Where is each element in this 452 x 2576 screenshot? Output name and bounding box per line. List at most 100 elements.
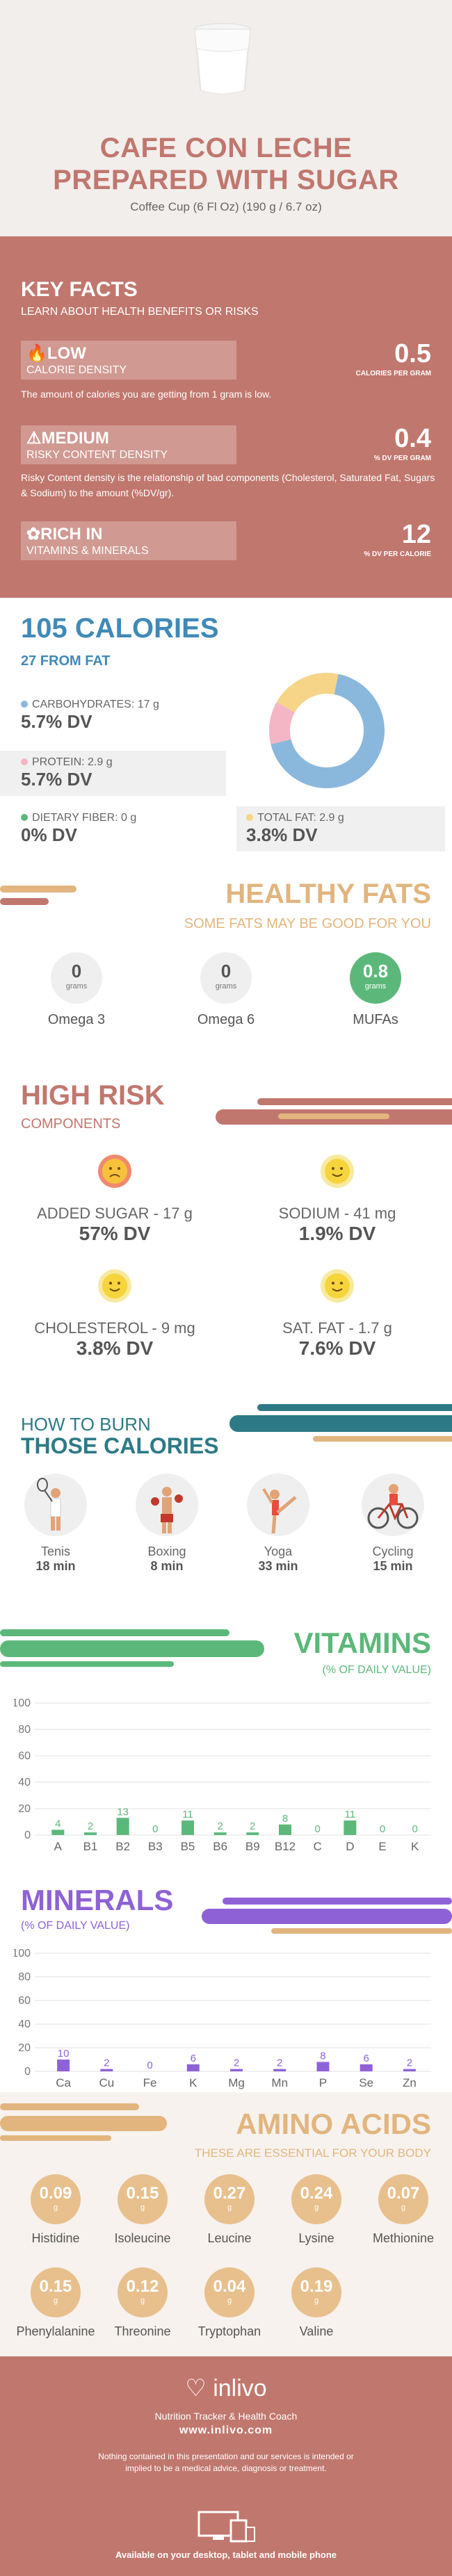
- rich-in-unit: % DV PER CALORIE: [364, 551, 431, 558]
- sat-fat-dv: 7.6% DV: [298, 1337, 376, 1359]
- x-tick-label-P: P: [319, 2076, 327, 2089]
- bar-value-C: 0: [314, 1823, 320, 1835]
- amino-value: 0.04: [213, 2277, 246, 2296]
- title-line-2: PREPARED WITH SUGAR: [53, 165, 399, 195]
- vitamins-bar-chart: 0 20 40 60 80 100 4 A 2 B1 13 B2 0 B3 11 B5 2 B6 2 B9 8 B12 0 C…: [14, 1697, 431, 1853]
- amino-value: 0.15: [126, 2184, 159, 2203]
- fat-dv: 3.8% DV: [246, 824, 318, 845]
- cycling-name: Cycling: [372, 1544, 414, 1558]
- heart-icon: ♡: [185, 2375, 213, 2402]
- title-line-1: CAFE CON LECHE: [99, 133, 353, 163]
- milk-glass-icon: [194, 23, 251, 95]
- bar-value-Fe: 0: [147, 2060, 152, 2071]
- fat-dot: [246, 814, 253, 821]
- x-tick-label-B2: B2: [115, 1840, 130, 1853]
- amino-circle: 0.09 g: [31, 2174, 81, 2224]
- vitamins-section: VITAMINS (% OF DAILY VALUE) 0 20 40 60 80 100…: [0, 1627, 452, 1863]
- amino-circle: 0.04 g: [204, 2267, 255, 2317]
- bar-A: [51, 1829, 65, 1835]
- x-tick-label-B3: B3: [148, 1840, 163, 1853]
- decorative-stripes-purple: [202, 1898, 452, 1934]
- sad-face-icon: [98, 1155, 131, 1188]
- happy-face-icon: [98, 1269, 131, 1303]
- healthy-fats-title: HEALTHY FATS: [225, 879, 431, 909]
- bar-value-Mn: 2: [277, 2057, 282, 2069]
- fat-nutrient: TOTAL FAT: 2.9 g 3.8% DV: [236, 806, 445, 851]
- fat-label: TOTAL FAT: 2.9 g: [257, 812, 344, 824]
- footer-url-link[interactable]: www.inlivo.com: [179, 2424, 273, 2436]
- amino-tryptophan: 0.04 g Tryptophan: [184, 2267, 275, 2339]
- amino-value: 0.07: [387, 2184, 420, 2203]
- x-tick-label-Cu: Cu: [99, 2076, 114, 2089]
- donut-slice-carbs: [271, 674, 385, 788]
- y-tick-label: 40: [18, 1777, 31, 1788]
- y-tick-label: 20: [18, 2042, 31, 2054]
- risk-cholesterol: CHOLESTEROL - 9 mg 3.8% DV: [10, 1269, 219, 1360]
- amino-name: Tryptophan: [197, 2324, 261, 2338]
- header-section: CAFE CON LECHE PREPARED WITH SUGAR Coffe…: [0, 0, 452, 236]
- bar-Ca: [57, 2060, 70, 2071]
- bar-value-P: 8: [320, 2050, 325, 2062]
- amino-lysine: 0.24 g Lysine: [271, 2174, 362, 2246]
- minerals-bar-chart: 0 20 40 60 80 100 10 Ca 2 Cu 0 Fe 6 K 2 Mg 2 Mn 8 P 6 Se 2 Zn: [14, 1948, 431, 2089]
- bar-Cu: [100, 2069, 113, 2071]
- amino-unit: g: [314, 2297, 319, 2305]
- donut-slice-fat: [276, 673, 339, 713]
- amino-unit: g: [140, 2297, 145, 2305]
- leaf-icon: ✿: [26, 525, 41, 544]
- rich-in-box: ✿RICH IN VITAMINS & MINERALS: [21, 521, 236, 560]
- footer-tagline: Nutrition Tracker & Health Coach: [154, 2411, 298, 2422]
- key-facts-section: KEY FACTS LEARN ABOUT HEALTH BENEFITS OR…: [0, 236, 452, 598]
- bar-value-B9: 2: [250, 1820, 255, 1832]
- omega3-name: Omega 3: [47, 1012, 106, 1027]
- bar-P: [316, 2062, 330, 2071]
- amino-value: 0.12: [126, 2277, 159, 2296]
- amino-value: 0.24: [300, 2184, 333, 2203]
- amino-value: 0.27: [213, 2184, 246, 2203]
- burn-title-1: HOW TO BURN: [21, 1414, 151, 1435]
- omega6-value: 0: [220, 961, 232, 981]
- risky-density-desc: Risky Content density is the relationshi…: [21, 472, 435, 498]
- omega3-unit: grams: [65, 982, 88, 991]
- amino-leucine: 0.27 g Leucine: [184, 2174, 275, 2246]
- x-tick-label-B12: B12: [275, 1840, 296, 1853]
- calories-from-fat: 27 FROM FAT: [21, 653, 111, 669]
- amino-circle: 0.24 g: [291, 2174, 341, 2224]
- boxing-minutes: 8 min: [150, 1559, 184, 1573]
- bar-Se: [360, 2064, 373, 2071]
- risk-sodium: SODIUM - 41 mg 1.9% DV: [233, 1154, 442, 1245]
- amino-circle: 0.19 g: [291, 2267, 341, 2317]
- added-sugar-label: ADDED SUGAR - 17 g: [37, 1205, 193, 1222]
- x-tick-label-Fe: Fe: [143, 2076, 157, 2089]
- omega3-circle: 0 grams: [51, 952, 102, 1004]
- amino-value: 0.19: [300, 2277, 333, 2296]
- calorie-density-desc: The amount of calories you are getting f…: [21, 389, 272, 400]
- high-risk-subtitle: COMPONENTS: [21, 1116, 121, 1132]
- amino-name: Isoleucine: [114, 2231, 171, 2245]
- amino-value: 0.15: [39, 2277, 72, 2296]
- bar-Mn: [273, 2069, 286, 2071]
- cholesterol-label: CHOLESTEROL - 9 mg: [34, 1319, 195, 1337]
- x-tick-label-K: K: [411, 1840, 419, 1853]
- rich-in-level: ✿RICH IN: [26, 525, 103, 544]
- bar-value-A: 4: [55, 1818, 60, 1829]
- y-tick-label: 0: [24, 2066, 31, 2078]
- amino-value: 0.09: [39, 2184, 72, 2203]
- x-tick-label-E: E: [378, 1840, 386, 1853]
- bar-value-Mg: 2: [234, 2057, 239, 2069]
- x-tick-label-D: D: [346, 1840, 354, 1853]
- key-facts-title: KEY FACTS: [21, 278, 138, 301]
- bar-B12: [279, 1824, 291, 1835]
- burn-title-2: THOSE CALORIES: [21, 1433, 219, 1458]
- amino-unit: g: [53, 2203, 58, 2212]
- bar-B2: [116, 1818, 129, 1835]
- amino-acids-section: AMINO ACIDS THESE ARE ESSENTIAL FOR YOUR…: [0, 2092, 452, 2356]
- y-tick-label: 80: [18, 1971, 31, 1983]
- x-tick-label-K: K: [189, 2076, 197, 2089]
- amino-threonine: 0.12 g Threonine: [97, 2267, 188, 2339]
- bar-value-B1: 2: [88, 1820, 93, 1832]
- healthy-fats-subtitle: SOME FATS MAY BE GOOD FOR YOU: [184, 916, 431, 931]
- decorative-stripes-left: [0, 886, 76, 905]
- carbs-nutrient: CARBOHYDRATES: 17 g 5.7% DV: [21, 699, 229, 733]
- bar-value-B6: 2: [217, 1820, 223, 1832]
